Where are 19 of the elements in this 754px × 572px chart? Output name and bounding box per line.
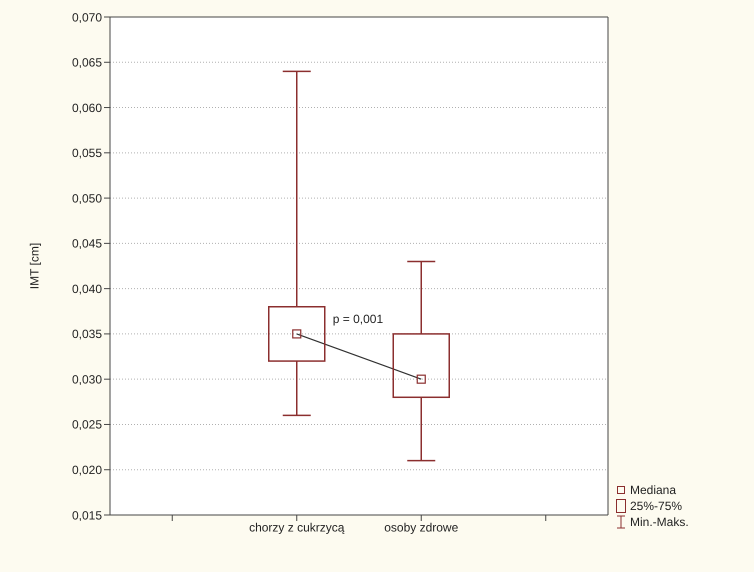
x-tick-label: chorzy z cukrzycą: [249, 520, 345, 535]
y-tick-label: 0,030: [72, 372, 102, 386]
y-tick-label: 0,060: [72, 100, 102, 115]
y-tick-label: 0,040: [72, 282, 102, 296]
y-tick-label: 0,025: [72, 418, 102, 432]
annotation: p = 0,001: [332, 312, 384, 326]
y-tick-label: 0,045: [72, 236, 102, 251]
y-tick-label: 0,020: [72, 462, 102, 477]
text: Mediana: [630, 482, 676, 498]
y-tick-label: 0,070: [72, 10, 102, 24]
text: Min.-Maks.: [630, 514, 689, 530]
y-axis-title: IMT [cm]: [27, 242, 42, 290]
y-tick-label: 0,050: [72, 191, 102, 206]
y-tick-label: 0,055: [72, 146, 102, 160]
x-tick-label: osoby zdrowe: [384, 520, 459, 535]
y-tick-label: 0,065: [72, 56, 102, 70]
y-tick-label: 0,035: [72, 327, 102, 342]
y-tick-label: 0,015: [72, 508, 102, 522]
text: 25%-75%: [630, 498, 682, 514]
